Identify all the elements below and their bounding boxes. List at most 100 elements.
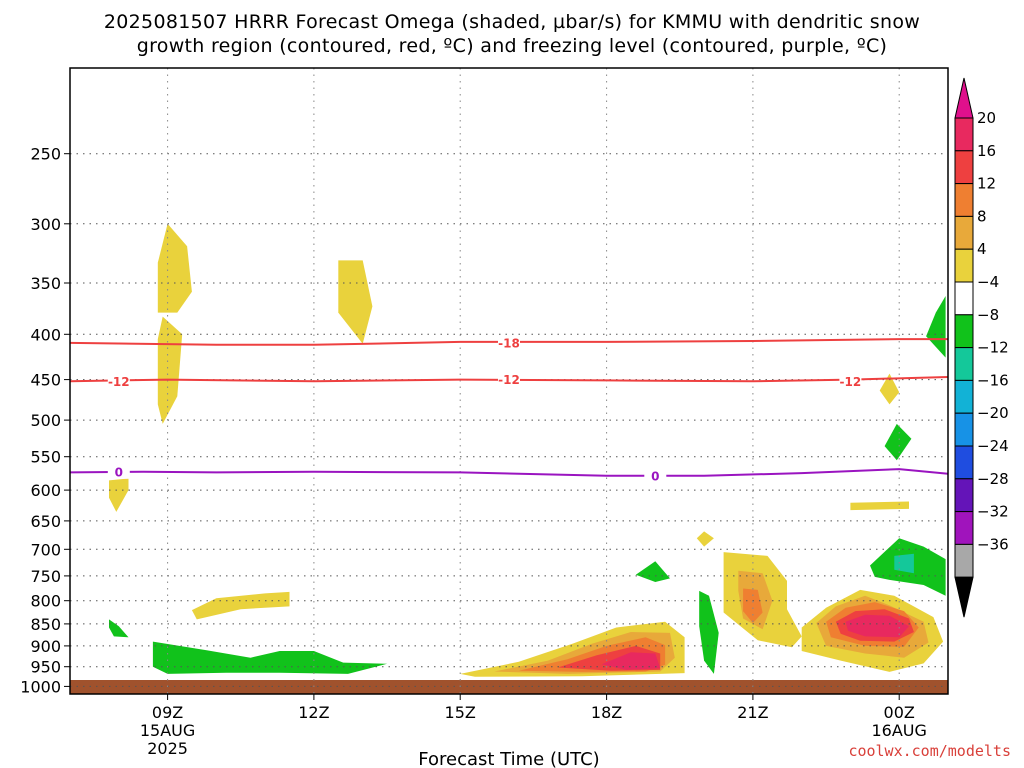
- colorbar-label-3: 8: [977, 207, 987, 225]
- x-tick-year-09Z: 2025: [147, 739, 188, 758]
- colorbar-bottom-arrow: [954, 576, 974, 618]
- contour-label-0: 0: [651, 469, 659, 483]
- colorbar-label-4: 4: [977, 240, 987, 258]
- contour-label--12: -12: [498, 373, 520, 387]
- colorbar-label-9: −20: [977, 404, 1009, 422]
- y-tick-label-1000: 1000: [20, 677, 61, 696]
- contour-0: [70, 468, 948, 477]
- contour-label-bg: [644, 468, 667, 483]
- y-tick-label-800: 800: [30, 592, 61, 611]
- colorbar-label-6: −8: [977, 306, 999, 324]
- y-tick-label-600: 600: [30, 481, 61, 500]
- colorbar-label-0: 20: [977, 109, 996, 127]
- contour-label-bg: [107, 464, 130, 479]
- y-tick-label-300: 300: [30, 215, 61, 234]
- omega-region-24: [699, 590, 719, 674]
- y-tick-label-400: 400: [30, 325, 61, 344]
- colorbar-segment-8: [954, 379, 974, 414]
- y-tick-label-650: 650: [30, 512, 61, 531]
- y-tick-label-500: 500: [30, 411, 61, 430]
- x-tick-label-12Z: 12Z: [298, 703, 329, 722]
- y-tick-label-550: 550: [30, 448, 61, 467]
- colorbar-segment-9: [954, 412, 974, 447]
- colorbar-segment-2: [954, 183, 974, 217]
- contour-label-0: 0: [115, 465, 123, 479]
- chart-title-line-2: growth region (contoured, red, ºC) and f…: [137, 35, 888, 57]
- y-axis-pressure-ticks: 250 300 350 400 450 500 550 600 650 700 750 800 850 9…: [20, 145, 70, 696]
- omega-region-22: [109, 619, 129, 638]
- colorbar-label-13: −36: [977, 535, 1009, 553]
- x-tick-label-00Z: 00Z: [884, 703, 915, 722]
- colorbar-label-7: −12: [977, 339, 1009, 357]
- y-tick-label-850: 850: [30, 615, 61, 634]
- omega-region-8: [879, 373, 900, 405]
- x-tick-label-21Z: 21Z: [737, 703, 768, 722]
- contour-label--18: -18: [498, 336, 520, 350]
- contour-label-bg: [498, 335, 520, 350]
- colorbar-segment-0: [954, 117, 974, 152]
- colorbar-segment-6: [954, 314, 974, 349]
- colorbar-legend: 20 16 12 8 4 −4 −8 −12 −16 −20 −24 −28 −32 −36: [954, 77, 1009, 618]
- contour-label-bg: [107, 374, 130, 389]
- x-tick-date-09Z: 15AUG: [140, 721, 195, 740]
- omega-region-4: [191, 591, 290, 620]
- y-tick-label-750: 750: [30, 567, 61, 586]
- omega-region-25: [926, 296, 946, 358]
- y-tick-label-350: 350: [30, 274, 61, 293]
- colorbar-label-11: −28: [977, 470, 1009, 488]
- omega-shaded-regions: [109, 223, 946, 677]
- x-tick-date-00Z: 16AUG: [871, 721, 926, 740]
- omega-region-10: [696, 531, 714, 547]
- x-axis-label: Forecast Time (UTC): [418, 749, 599, 768]
- contour--12: [70, 376, 948, 383]
- colorbar-segment-4: [954, 248, 974, 283]
- omega-region-2: [338, 260, 373, 344]
- colorbar-segment-7: [954, 347, 974, 381]
- y-tick-label-450: 450: [30, 371, 61, 390]
- colorbar-segment-13: [954, 543, 974, 578]
- colorbar-label-2: 12: [977, 175, 996, 193]
- omega-region-1: [157, 316, 183, 424]
- colorbar-segment-10: [954, 445, 974, 480]
- colorbar-label-1: 16: [977, 142, 996, 160]
- colorbar-segment-11: [954, 478, 974, 513]
- colorbar-label-10: −24: [977, 437, 1009, 455]
- temperature-contours: -18 -12 -12 -12 0 0: [70, 335, 948, 483]
- colorbar-segment-12: [954, 511, 974, 545]
- x-tick-label-18Z: 18Z: [591, 703, 622, 722]
- omega-region-20: [845, 614, 909, 638]
- colorbar-label-12: −32: [977, 503, 1009, 521]
- omega-region-9: [850, 501, 909, 511]
- omega-region-0: [157, 223, 192, 313]
- contour-label--12: -12: [840, 375, 862, 389]
- omega-region-26: [884, 423, 912, 461]
- omega-region-19: [601, 652, 661, 670]
- colorbar-label-8: −16: [977, 371, 1009, 389]
- x-tick-label-09Z: 09Z: [152, 703, 183, 722]
- contour--18: [70, 338, 948, 346]
- surface-ground-band: [70, 680, 948, 694]
- chart-title-line-1: 2025081507 HRRR Forecast Omega (shaded, …: [104, 11, 920, 33]
- contour-label-bg: [498, 372, 520, 387]
- colorbar-label-5: −4: [977, 273, 999, 291]
- colorbar-segment-1: [954, 150, 974, 185]
- omega-region-3: [109, 478, 129, 512]
- y-tick-label-700: 700: [30, 540, 61, 559]
- plot-frame: [69, 67, 949, 695]
- y-tick-label-250: 250: [30, 145, 61, 164]
- colorbar-segment-5: [954, 281, 974, 316]
- y-tick-label-950: 950: [30, 658, 61, 677]
- omega-region-15: [743, 588, 763, 623]
- contour-label--12: -12: [108, 375, 130, 389]
- colorbar-segment-3: [954, 215, 974, 250]
- omega-region-28: [894, 553, 914, 574]
- contour-label-bg: [839, 374, 862, 389]
- source-credit: coolwx.com/modelts: [848, 742, 1011, 760]
- omega-region-23: [635, 561, 670, 582]
- x-tick-label-15Z: 15Z: [445, 703, 476, 722]
- y-tick-label-900: 900: [30, 637, 61, 656]
- colorbar-top-arrow: [954, 77, 974, 119]
- omega-region-21: [152, 641, 388, 674]
